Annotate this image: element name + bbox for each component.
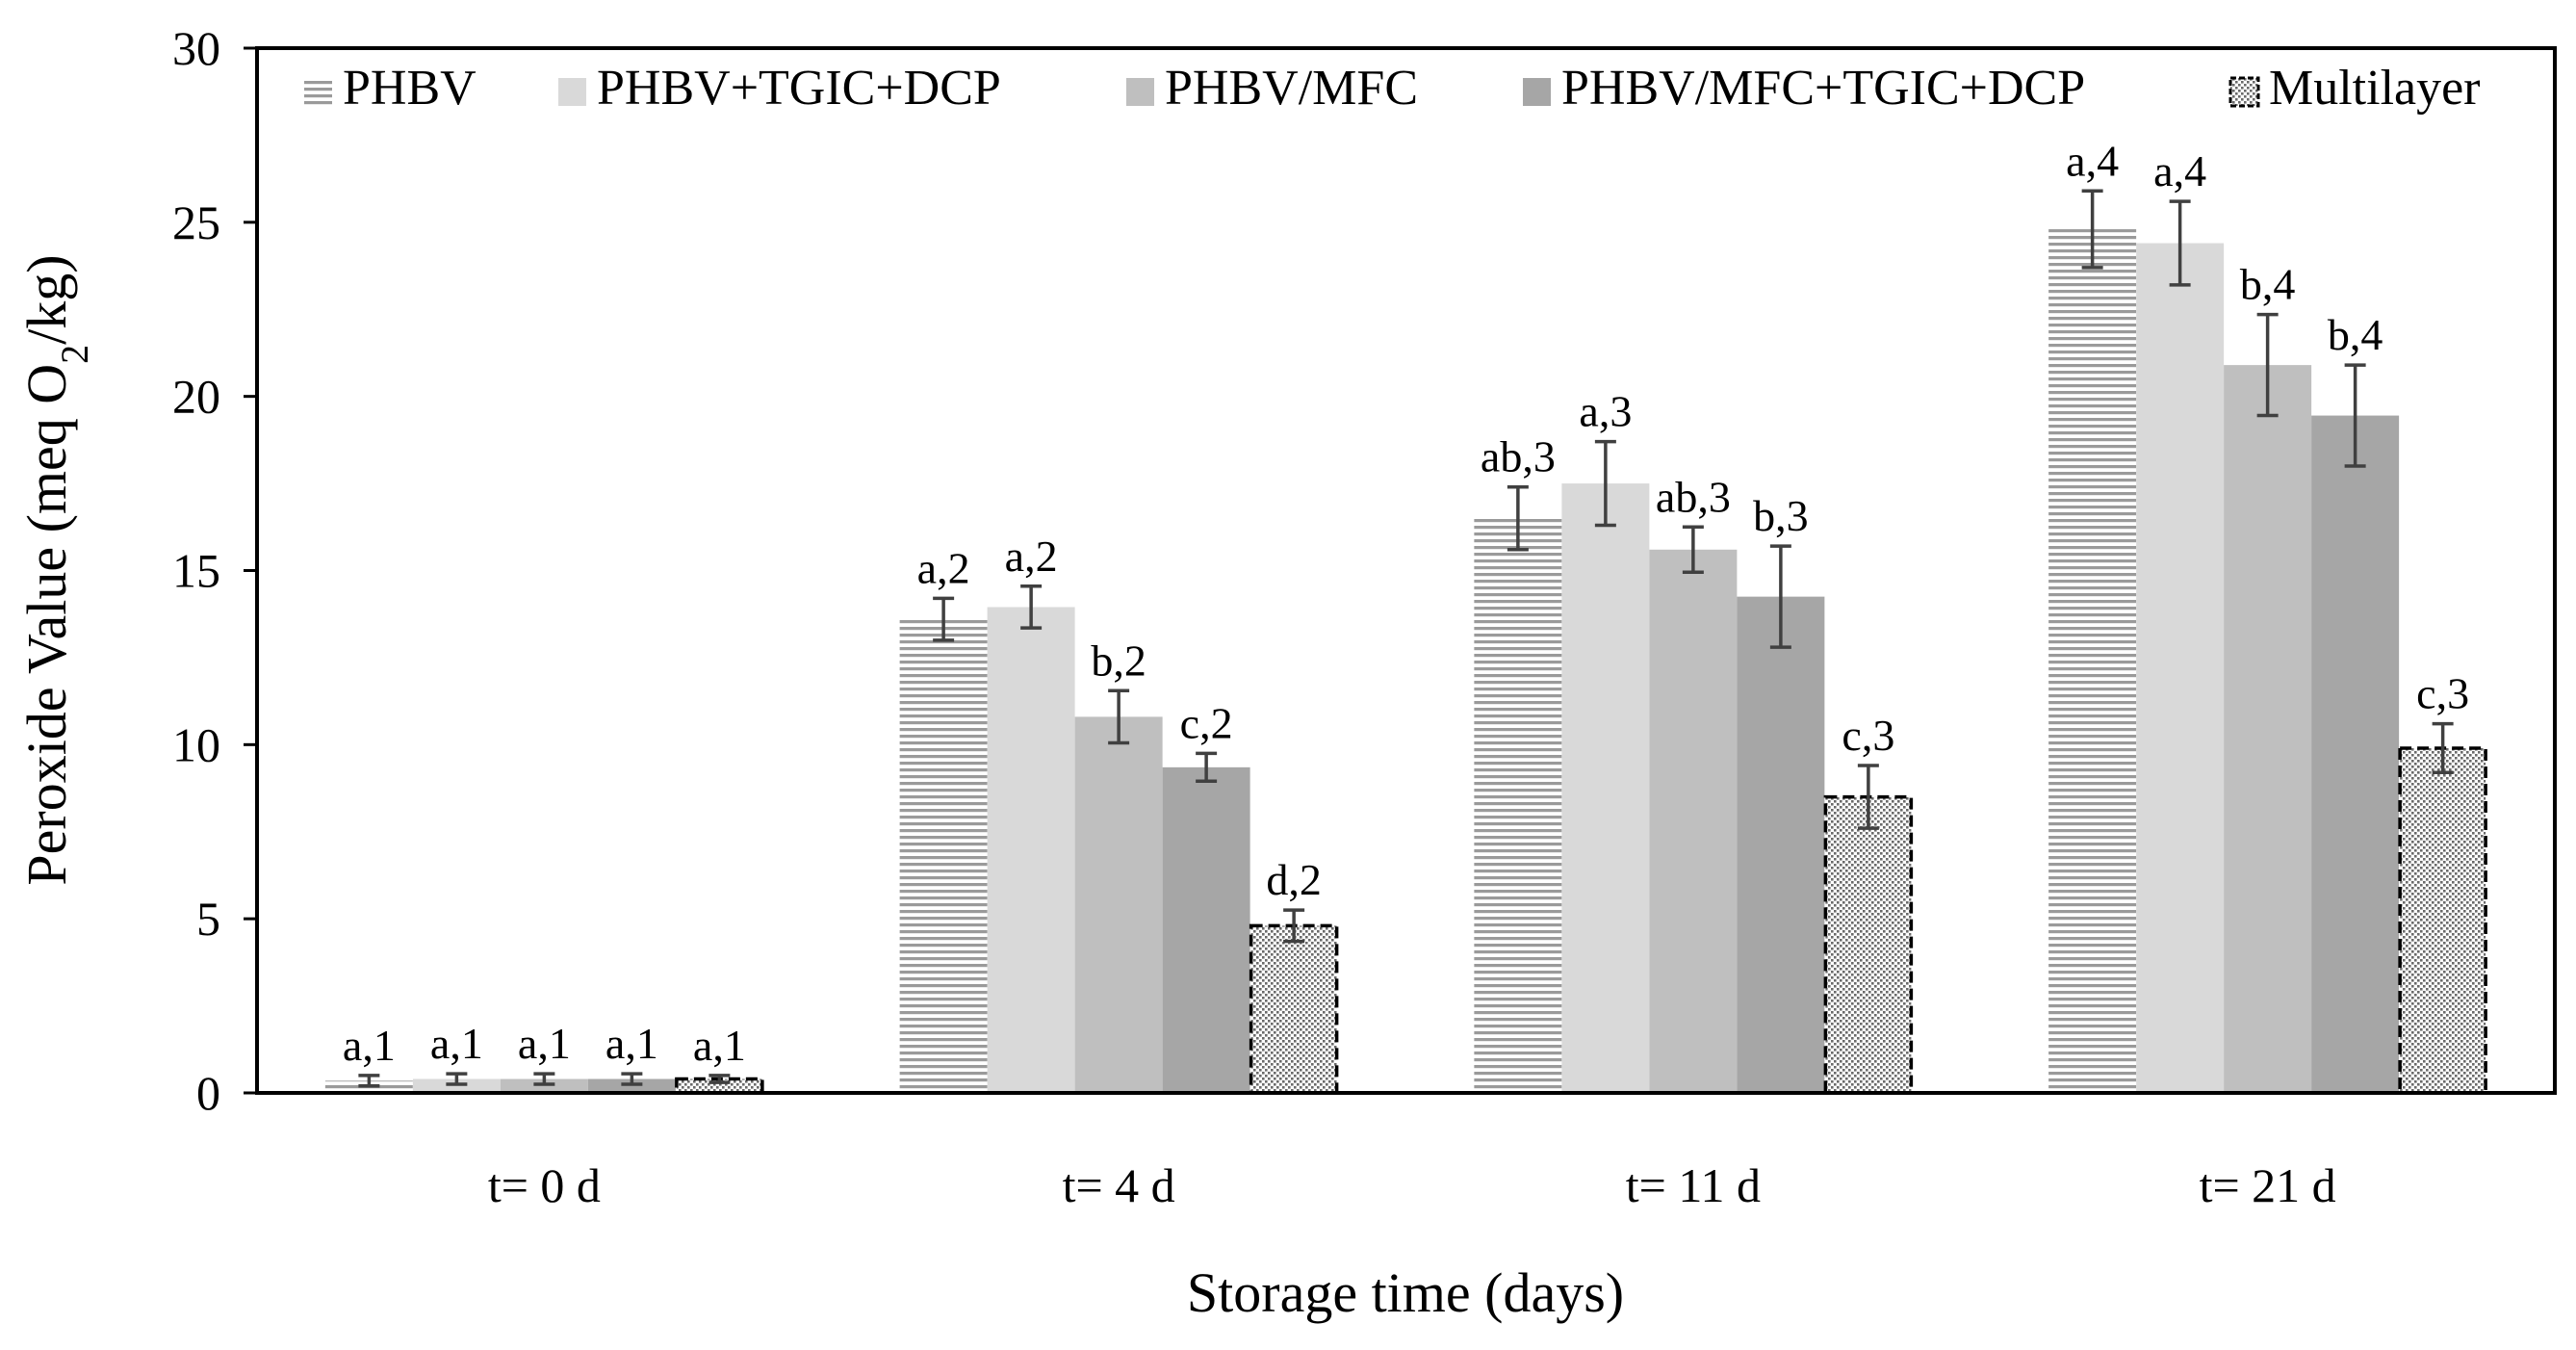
error-bar [1682,525,1704,575]
data-label: c,3 [1842,711,1894,760]
error-bar [1769,544,1791,649]
data-label: ab,3 [1481,432,1556,481]
y-axis-title-subscript: 2 [53,345,96,364]
bar-phbv [1474,518,1562,1093]
legend-swatch [2228,76,2260,108]
data-label: a,1 [693,1021,746,1070]
data-label: a,1 [605,1019,658,1068]
legend-item-phbv-tgic-dcp: PHBV+TGIC+DCP [558,61,1001,116]
bar-multilayer [1823,794,1914,1095]
error-bar [2256,312,2279,418]
data-label: b,4 [2328,310,2383,359]
bar-phbv-tgic-dcp [412,1078,501,1093]
error-bar [533,1072,555,1086]
x-tick-label: t= 11 d [1626,1158,1761,1212]
x-axis-ticks: t= 0 d t= 4 d t= 11 d t= 21 d [488,1158,2336,1212]
y-tick-label: 25 [172,195,220,249]
data-label: b,2 [1091,636,1146,685]
x-axis-title: Storage time (days) [1187,1261,1624,1324]
bar-multilayer [1249,923,1339,1095]
x-tick-label: t= 21 d [2200,1158,2336,1212]
y-tick-label: 20 [172,370,220,424]
bar-phbv-mfc-tgic-dcp [1162,766,1250,1093]
legend-label: PHBV [343,61,477,116]
y-axis-ticks: 0 5 10 15 20 25 30 [172,21,257,1120]
y-tick-label: 15 [172,544,220,598]
bar-phbv-mfc-tgic-dcp [1737,596,1825,1093]
data-label: a,3 [1579,387,1632,436]
bar-multilayer [2398,746,2487,1095]
legend-label: PHBV+TGIC+DCP [597,61,1001,116]
legend-label: PHBV/MFC+TGIC+DCP [1561,61,2085,116]
legend-swatch [1126,78,1154,106]
legend-swatch [558,78,586,106]
error-bar [933,596,955,642]
data-label: a,1 [430,1019,483,1068]
legend-swatch [304,78,332,106]
error-bar [1594,439,1616,528]
data-labels: a,1 a,1 a,1 a,1 a,1 a,2 a,2 b,2 c,2 d,2 ab,3 a,3 ab,… [343,136,2469,1070]
error-bar [1196,751,1218,784]
error-bar [2432,721,2454,775]
error-bar [2169,199,2191,287]
y-axis-title: Peroxide Value (meq O2/kg) [15,254,96,885]
legend-label: PHBV/MFC [1165,61,1418,116]
y-axis-title-end: /kg) [15,254,78,344]
y-tick-label: 5 [196,892,220,946]
legend-item-phbv: PHBV [304,61,477,116]
legend-item-phbv-mfc: PHBV/MFC [1126,61,1418,116]
error-bar [358,1074,380,1088]
legend-item-multilayer: Multilayer [2228,61,2481,116]
data-label: a,4 [2153,146,2206,195]
data-label: a,4 [2066,136,2119,185]
legend-swatch [1523,78,1551,106]
error-bar [708,1074,731,1084]
bar-phbv-tgic-dcp [2136,243,2225,1094]
data-label: c,2 [1180,698,1233,747]
bars [324,189,2487,1095]
data-label: b,3 [1753,491,1809,540]
x-tick-label: t= 4 d [1063,1158,1175,1212]
data-label: a,2 [1005,532,1058,581]
bar-phbv-mfc [500,1078,588,1093]
bar-phbv [2048,229,2137,1094]
error-bar [621,1072,643,1086]
error-bar [1507,484,1529,552]
legend: PHBV PHBV+TGIC+DCP PHBV/MFC PHBV/MFC+TGIC+D… [304,61,2481,116]
data-label: ab,3 [1656,472,1731,521]
error-bar [1108,688,1130,745]
error-bar [1020,584,1043,630]
data-label: a,1 [518,1019,571,1068]
x-tick-label: t= 0 d [488,1158,601,1212]
legend-item-phbv-mfc-tgic-dcp: PHBV/MFC+TGIC+DCP [1523,61,2085,116]
bar-phbv-tgic-dcp [987,607,1075,1093]
error-bar [2344,363,2366,468]
bar-phbv-tgic-dcp [1561,483,1650,1093]
error-bar [446,1072,468,1086]
error-bar [2081,189,2103,270]
error-bar [1283,908,1305,944]
bar-phbv-mfc [1649,549,1738,1093]
data-label: b,4 [2240,260,2296,309]
bar-phbv [899,619,988,1093]
error-bar [1857,764,1879,830]
y-axis-title-main: Peroxide Value (meq O [15,364,78,886]
data-label: c,3 [2416,669,2469,718]
bar-phbv-mfc [2224,365,2312,1093]
data-label: a,1 [343,1021,396,1070]
y-tick-label: 0 [196,1066,220,1120]
bar-phbv-mfc-tgic-dcp [2311,415,2400,1093]
y-tick-label: 10 [172,717,220,771]
bar-phbv-mfc [1074,716,1163,1093]
legend-label: Multilayer [2269,61,2481,116]
y-tick-label: 30 [172,21,220,75]
data-label: a,2 [917,543,970,592]
bar-phbv-mfc-tgic-dcp [587,1078,676,1093]
data-label: d,2 [1266,855,1322,904]
